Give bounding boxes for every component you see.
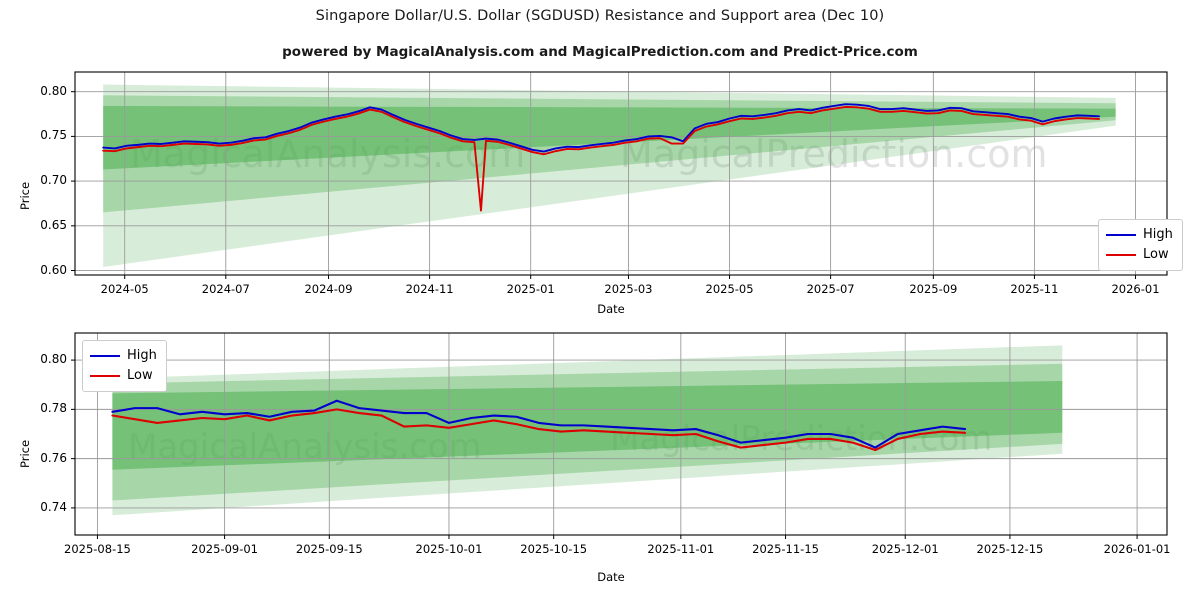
y-tick-label: 0.60: [40, 262, 67, 277]
legend-swatch-high: [1106, 234, 1136, 236]
legend-entry-low: Low: [1106, 245, 1173, 265]
x-tick-label: 2025-05: [705, 282, 754, 296]
y-tick-label: 0.78: [40, 401, 67, 416]
legend-swatch-high: [90, 355, 120, 357]
x-tick-label: 2025-12-01: [871, 542, 939, 556]
x-tick-label: 2025-01: [506, 282, 555, 296]
x-tick-label: 2024-11: [405, 282, 454, 296]
x-tick-label: 2025-07: [806, 282, 855, 296]
x-tick-label: 2026-01: [1111, 282, 1160, 296]
x-tick-label: 2024-05: [100, 282, 149, 296]
bottom-chart-xlabel: Date: [597, 570, 625, 584]
svg-text:MagicalPrediction.com: MagicalPrediction.com: [620, 132, 1048, 176]
top-chart-legend: High Low: [1098, 219, 1183, 271]
series-high: [102, 103, 1101, 153]
y-tick-label: 0.75: [40, 128, 67, 143]
x-tick-label: 2025-08-15: [64, 542, 131, 556]
y-tick-label: 0.76: [40, 450, 67, 465]
x-tick-label: 2024-07: [201, 282, 250, 296]
legend-entry-high: High: [90, 346, 157, 366]
x-tick-label: 2025-03: [604, 282, 653, 296]
x-tick-label: 2026-01-01: [1103, 542, 1171, 556]
legend-label-low: Low: [1143, 247, 1169, 262]
x-tick-label: 2025-09: [909, 282, 958, 296]
legend-entry-high: High: [1106, 225, 1173, 245]
legend-label-high: High: [1143, 227, 1173, 242]
page-subtitle: powered by MagicalAnalysis.com and Magic…: [282, 44, 918, 60]
x-tick-label: 2025-09-15: [295, 542, 363, 556]
series-low: [111, 408, 967, 452]
page-title: Singapore Dollar/U.S. Dollar (SGDUSD) Re…: [315, 8, 885, 24]
series-low: [102, 105, 1101, 212]
y-tick-label: 0.80: [40, 352, 67, 367]
legend-swatch-low: [1106, 254, 1136, 256]
x-tick-label: 2025-10-15: [520, 542, 588, 556]
bottom-chart-legend: High Low: [82, 340, 167, 392]
legend-entry-low: Low: [90, 366, 157, 386]
y-tick-label: 0.65: [40, 217, 67, 232]
x-tick-label: 2025-12-15: [976, 542, 1044, 556]
legend-label-high: High: [127, 348, 157, 363]
legend-label-low: Low: [127, 368, 153, 383]
y-tick-label: 0.74: [40, 499, 67, 514]
x-tick-label: 2025-10-01: [415, 542, 483, 556]
band-inner-fan: [103, 105, 1116, 170]
top-chart-xlabel: Date: [597, 302, 625, 316]
series-high: [111, 399, 967, 449]
x-tick-label: 2025-11-15: [752, 542, 819, 556]
y-tick-label: 0.70: [40, 173, 67, 188]
x-tick-label: 2025-11: [1010, 282, 1059, 296]
legend-swatch-low: [90, 375, 120, 377]
x-tick-label: 2024-09: [304, 282, 353, 296]
x-tick-label: 2025-09-01: [191, 542, 258, 556]
x-tick-label: 2025-11-01: [647, 542, 715, 556]
y-tick-label: 0.80: [40, 83, 67, 98]
